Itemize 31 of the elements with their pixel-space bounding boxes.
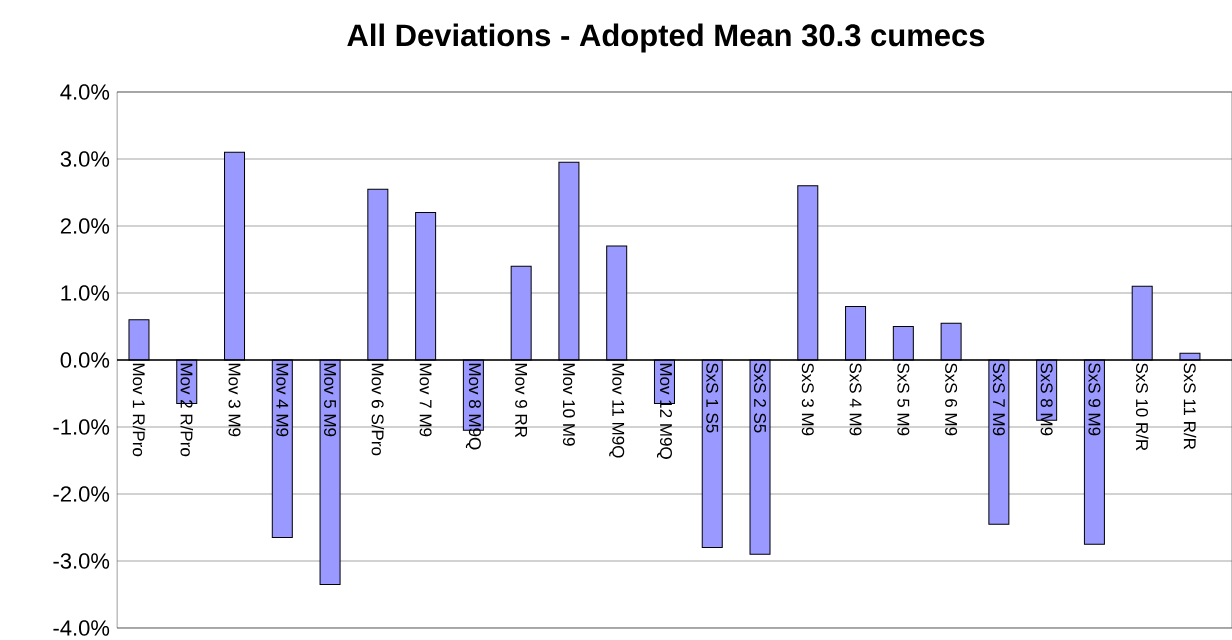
x-tick-label: SxS 6 M9 [945, 363, 958, 436]
x-tick-label: SxS 5 M9 [897, 363, 910, 436]
y-tick-label: 1.0% [61, 285, 110, 301]
x-tick-label: SxS 1 S5 [706, 363, 719, 433]
x-tick-label: SxS 9 M9 [1088, 363, 1101, 436]
y-tick-label: -1.0% [53, 419, 110, 435]
y-tick-label: -4.0% [53, 620, 110, 636]
x-tick-label: SxS 11 R/R [1183, 363, 1197, 450]
x-tick-label: SxS 8 M9 [1040, 363, 1053, 436]
chart-title: All Deviations - Adopted Mean 30.3 cumecs [347, 23, 985, 53]
y-tick-label: 4.0% [60, 84, 110, 100]
y-tick-label: 0.0% [60, 352, 110, 368]
x-tick-label: Mov 10 M9 [562, 363, 575, 446]
y-tick-label: 3.0% [60, 151, 110, 167]
x-tick-label: SxS 3 M9 [801, 363, 814, 436]
x-tick-label: SxS 2 S5 [754, 363, 767, 433]
x-tick-label: Mov 5 M9 [324, 363, 337, 437]
x-tick-label: Mov 7 M9 [419, 363, 432, 437]
x-tick-label: Mov 3 M9 [228, 363, 241, 437]
x-tick-label: Mov 4 M9 [276, 363, 289, 437]
x-tick-label: Mov 8 M9Q [465, 363, 481, 450]
y-tick-label: 2.0% [60, 218, 110, 234]
x-tick-label: SxS 7 M9 [992, 363, 1005, 436]
x-tick-label: SxS 4 M9 [849, 363, 862, 436]
x-tick-label: SxS 10 R/R [1135, 363, 1149, 451]
x-tick-label: Mov 1 R/Pro [132, 363, 146, 457]
x-tick-label: Mov 11 M9Q [609, 363, 625, 458]
y-tick-label: -2.0% [53, 486, 110, 502]
x-tick-label: Mov 9 RR [515, 363, 528, 438]
x-tick-label: Mov 6 S/Pro [371, 363, 385, 456]
y-tick-label: -3.0% [53, 553, 110, 569]
